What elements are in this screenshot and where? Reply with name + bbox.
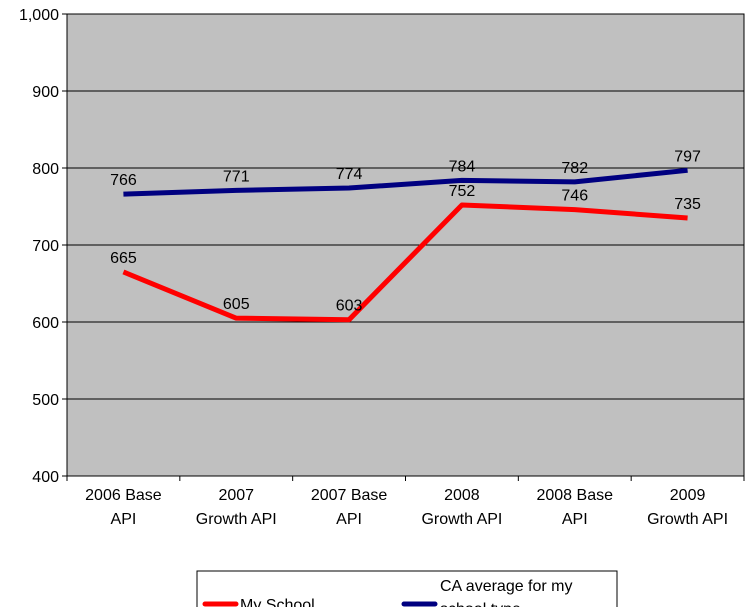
y-tick-label: 700 xyxy=(32,238,59,255)
data-label: 603 xyxy=(336,298,363,315)
y-tick-label: 600 xyxy=(32,315,59,332)
data-label: 784 xyxy=(449,158,476,175)
data-label: 665 xyxy=(110,250,137,267)
y-tick-label: 1,000 xyxy=(19,7,59,24)
data-label: 752 xyxy=(449,183,476,200)
legend-label: My School xyxy=(240,597,315,607)
x-tick-label: 2008 Base API xyxy=(536,487,613,528)
data-label: 771 xyxy=(223,168,250,185)
x-tick-label: 2007 Base API xyxy=(311,487,388,528)
data-labels: 665 605 603 752 746 735 766 771 774 784 782 797 xyxy=(110,148,701,314)
y-tick-label: 500 xyxy=(32,392,59,409)
x-axis-ticks: 2006 Base API 2007 Growth API 2007 Base API 20… xyxy=(66,476,745,528)
data-label: 782 xyxy=(561,160,588,177)
data-label: 797 xyxy=(674,148,701,165)
legend-label: CA average for myschool type xyxy=(440,578,573,607)
y-tick-label: 400 xyxy=(32,469,59,486)
x-tick-label: 2008 Growth API xyxy=(421,487,502,528)
data-label: 766 xyxy=(110,172,137,189)
legend: My School CA average for myschool type xyxy=(196,570,618,607)
data-label: 774 xyxy=(336,166,363,183)
y-tick-label: 800 xyxy=(32,161,59,178)
y-tick-label: 900 xyxy=(32,84,59,101)
series-line-0 xyxy=(122,202,688,323)
legend-box xyxy=(196,570,618,607)
data-label: 735 xyxy=(674,196,701,213)
data-label: 746 xyxy=(561,188,588,205)
series-line-1 xyxy=(123,167,688,197)
data-label: 605 xyxy=(223,296,250,313)
x-tick-label: 2007 Growth API xyxy=(196,487,277,528)
gridlines xyxy=(67,90,744,400)
x-tick-label: 2006 Base API xyxy=(85,487,162,528)
x-tick-label: 2009 Growth API xyxy=(647,487,728,528)
series-lines xyxy=(122,167,688,323)
y-axis-ticks: 400 500 600 700 800 900 1,000 xyxy=(19,7,67,486)
